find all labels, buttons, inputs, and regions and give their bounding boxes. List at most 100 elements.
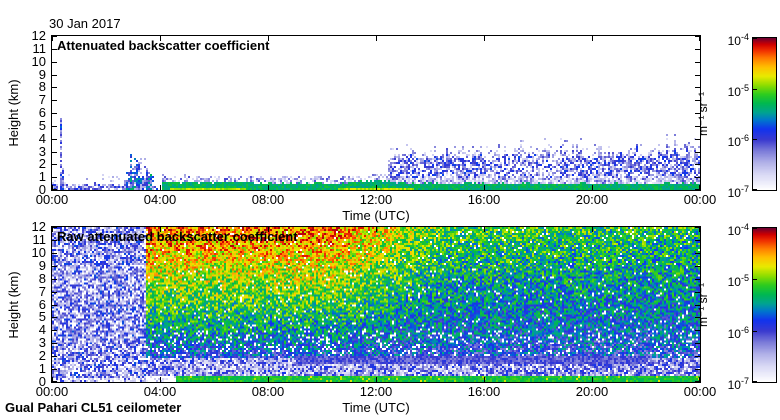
axis-tick — [753, 89, 757, 90]
axis-tick — [695, 189, 700, 190]
axis-tick — [592, 377, 593, 382]
x-tick-label: 12:00 — [359, 192, 393, 207]
axis-tick — [268, 377, 269, 382]
y-tick-label: 0 — [38, 182, 46, 197]
x-tick-label: 00:00 — [683, 192, 717, 207]
figure-date-title: 30 Jan 2017 — [49, 16, 121, 31]
axis-tick — [52, 87, 57, 88]
x-tick-label: 08:00 — [251, 384, 285, 399]
y-tick-label: 10 — [31, 244, 46, 260]
axis-tick — [52, 126, 57, 127]
colorbar-top — [752, 37, 777, 191]
axis-tick — [376, 185, 377, 190]
axis-tick — [52, 240, 57, 241]
axis-tick — [52, 36, 57, 37]
axis-tick — [52, 189, 57, 190]
colorbar-tick-label: 10-7 — [727, 376, 749, 392]
axis-tick — [52, 343, 57, 344]
axis-tick — [592, 36, 593, 41]
axis-tick — [695, 305, 700, 306]
colorbar-tick-label: 10-4 — [727, 222, 749, 238]
axis-tick — [695, 139, 700, 140]
y-tick-label: 5 — [38, 309, 46, 325]
panel-title-raw: Raw attenuated backscatter coefficient — [57, 229, 298, 244]
axis-tick — [484, 185, 485, 190]
axis-tick — [753, 228, 757, 229]
axis-tick — [695, 266, 700, 267]
axis-tick — [52, 317, 57, 318]
y-tick-label: 3 — [38, 335, 46, 351]
y-tick-label: 4 — [38, 322, 46, 338]
axis-tick — [52, 164, 57, 165]
x-tick-label: 16:00 — [467, 192, 501, 207]
x-tick-label: 16:00 — [467, 384, 501, 399]
x-tick-label: 08:00 — [251, 192, 285, 207]
axis-tick — [753, 139, 757, 140]
axis-tick — [695, 253, 700, 254]
axis-tick — [268, 36, 269, 41]
y-tick-label: 11 — [32, 231, 47, 247]
axis-tick — [52, 369, 57, 370]
colorbar-bottom — [752, 227, 777, 383]
axis-tick — [695, 292, 700, 293]
colorbar-tick-label: 10-4 — [727, 32, 749, 48]
axis-tick — [52, 100, 57, 101]
axis-tick — [52, 253, 57, 254]
axis-tick — [695, 343, 700, 344]
axis-tick — [52, 292, 57, 293]
axis-tick — [52, 266, 57, 267]
y-tick-label: 10 — [31, 53, 46, 69]
instrument-caption: Gual Pahari CL51 ceilometer — [5, 400, 182, 415]
axis-tick — [52, 177, 57, 178]
axis-tick — [695, 381, 700, 382]
axis-tick — [695, 75, 700, 76]
axis-tick — [695, 126, 700, 127]
axis-tick — [695, 100, 700, 101]
axis-tick — [484, 377, 485, 382]
y-tick-label: 3 — [38, 143, 46, 159]
y-tick-label: 8 — [38, 270, 46, 286]
y-tick-label: 1 — [38, 169, 46, 185]
y-tick-label: 2 — [38, 156, 46, 172]
colorbar-tick-label: 10-5 — [727, 273, 749, 290]
axis-tick — [52, 227, 57, 228]
y-tick-label: 2 — [38, 348, 46, 364]
attenuated-backscatter-heatmap — [52, 36, 700, 190]
axis-tick — [695, 36, 700, 37]
y-tick-label: 4 — [38, 130, 46, 146]
axis-tick — [695, 49, 700, 50]
x-tick-label: 20:00 — [575, 384, 609, 399]
axis-tick — [699, 185, 700, 190]
axis-tick — [52, 49, 57, 50]
axis-tick — [484, 36, 485, 41]
axis-tick — [695, 164, 700, 165]
axis-tick — [160, 185, 161, 190]
colorbar-tick-label: 10-6 — [727, 324, 749, 341]
y-tick-label: 0 — [38, 374, 46, 389]
y-tick-label: 6 — [38, 296, 46, 312]
y-tick-label: 7 — [38, 92, 46, 108]
axis-tick — [160, 227, 161, 232]
colorbar-tick-label: 10-7 — [727, 184, 749, 200]
y-tick-label: 11 — [32, 40, 47, 56]
axis-tick — [52, 62, 57, 63]
axis-tick — [52, 381, 57, 382]
axis-tick — [592, 185, 593, 190]
axis-tick — [52, 185, 53, 190]
axis-tick — [376, 36, 377, 41]
time-axis-label-bottom: Time (UTC) — [342, 400, 410, 415]
axis-tick — [695, 227, 700, 228]
axis-tick — [268, 227, 269, 232]
colorbar-top-gradient — [753, 38, 776, 190]
panel-title-attenuated: Attenuated backscatter coefficient — [57, 38, 270, 53]
x-tick-label: 00:00 — [35, 192, 69, 207]
axis-tick — [52, 36, 53, 41]
axis-tick — [699, 227, 700, 232]
axis-tick — [592, 227, 593, 232]
axis-tick — [753, 279, 757, 280]
axis-tick — [52, 330, 57, 331]
axis-tick — [376, 227, 377, 232]
axis-tick — [695, 87, 700, 88]
axis-tick — [753, 38, 757, 39]
y-tick-label: 12 — [31, 219, 46, 234]
